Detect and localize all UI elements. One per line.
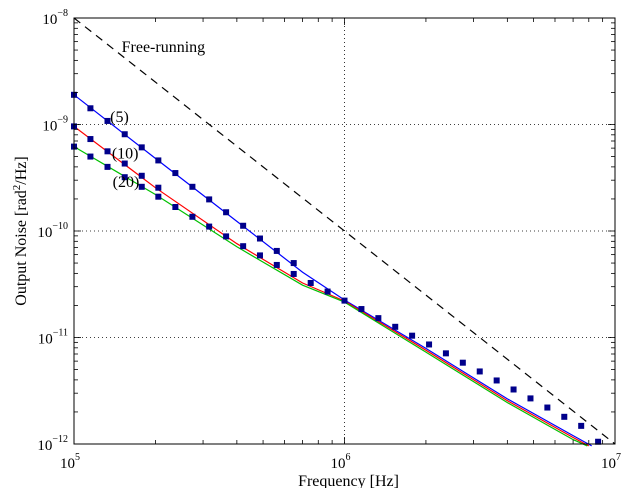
series-annotations: Free-running (5) (10) (20): [110, 39, 205, 191]
series-annotation: (20): [113, 174, 140, 191]
data-point-marker: [595, 438, 602, 445]
data-point-marker: [155, 193, 162, 200]
data-point-marker: [341, 297, 348, 304]
y-tick-label-exp: −10: [52, 221, 68, 232]
x-tick-label: 105: [60, 452, 80, 472]
x-tick-label-base: 10: [601, 456, 616, 472]
data-point-marker: [290, 270, 297, 277]
data-point-marker: [87, 136, 94, 143]
y-tick-label: 10−8: [42, 8, 68, 28]
y-tick-label-exp: −9: [57, 115, 68, 126]
data-point-marker: [459, 359, 466, 366]
y-tick-label: 10−10: [37, 221, 68, 241]
y-axis-title-main: Output Noise [rad: [13, 190, 30, 306]
data-point-marker: [273, 261, 280, 268]
y-tick-label-base: 10: [37, 438, 52, 454]
data-point-marker: [138, 172, 145, 179]
data-point-marker: [223, 233, 230, 240]
y-tick-label-exp: −11: [53, 328, 68, 339]
y-axis-title-sup: 2: [11, 185, 23, 191]
data-point-marker: [358, 306, 365, 313]
data-point-marker: [392, 323, 399, 330]
data-point-marker: [104, 163, 111, 170]
data-point-marker: [527, 395, 534, 402]
data-point-marker: [578, 422, 585, 429]
data-point-marker: [189, 183, 196, 190]
data-point-marker: [155, 184, 162, 191]
data-point-marker: [172, 204, 179, 211]
x-tick-label: 106: [331, 452, 351, 472]
data-point-marker: [324, 288, 331, 295]
x-tick-label-exp: 7: [616, 452, 621, 463]
x-tick-label: 107: [601, 452, 621, 472]
grid-lines: [74, 18, 615, 444]
data-point-marker: [442, 350, 449, 357]
data-point-marker: [121, 160, 128, 167]
y-axis-title: Output Noise [rad2/Hz]: [11, 156, 30, 305]
y-axis-title-tail: /Hz]: [13, 156, 30, 184]
data-point-marker: [273, 247, 280, 254]
data-markers: [71, 91, 602, 445]
series-line-1: [73, 94, 592, 447]
data-point-marker: [172, 170, 179, 177]
x-axis-title: Frequency [Hz]: [298, 473, 399, 488]
data-point-marker: [121, 174, 128, 181]
y-tick-label-base: 10: [37, 225, 52, 241]
data-point-marker: [256, 235, 263, 242]
data-point-marker: [256, 252, 263, 259]
series-annotation: (10): [112, 145, 139, 162]
y-tick-label: 10−11: [38, 328, 68, 348]
series-annotation: Free-running: [122, 39, 206, 56]
data-point-marker: [561, 413, 568, 420]
data-point-marker: [104, 148, 111, 155]
y-tick-label: 10−12: [37, 434, 68, 454]
data-point-marker: [510, 386, 517, 393]
data-point-marker: [138, 183, 145, 190]
data-point-marker: [375, 315, 382, 322]
data-point-marker: [493, 377, 500, 384]
y-tick-label-exp: −8: [57, 8, 68, 19]
x-tick-label-base: 10: [60, 456, 75, 472]
data-point-marker: [426, 341, 433, 348]
y-tick-label-exp: −12: [52, 434, 68, 445]
data-point-marker: [476, 368, 483, 375]
data-point-marker: [544, 404, 551, 411]
data-point-marker: [138, 144, 145, 151]
x-tick-label-base: 10: [331, 456, 346, 472]
data-point-marker: [290, 260, 297, 267]
data-point-marker: [155, 157, 162, 164]
x-tick-label-exp: 5: [75, 452, 80, 463]
data-point-marker: [206, 223, 213, 230]
data-point-marker: [87, 105, 94, 112]
data-point-marker: [104, 117, 111, 124]
x-tick-label-exp: 6: [346, 452, 351, 463]
y-tick-label: 10−9: [42, 115, 68, 135]
data-point-marker: [189, 213, 196, 220]
series-annotation: (5): [110, 109, 129, 126]
series-line-2: [73, 125, 590, 447]
data-point-marker: [240, 243, 247, 250]
data-point-marker: [87, 153, 94, 160]
y-tick-label-base: 10: [42, 119, 57, 135]
data-point-marker: [409, 332, 416, 339]
data-point-marker: [206, 196, 213, 203]
data-point-marker: [223, 209, 230, 216]
y-tick-label-base: 10: [42, 12, 57, 28]
data-point-marker: [240, 222, 247, 229]
data-point-marker: [121, 131, 128, 138]
y-tick-label-base: 10: [38, 332, 53, 348]
data-point-marker: [307, 279, 314, 286]
series-line-0: [73, 17, 616, 445]
